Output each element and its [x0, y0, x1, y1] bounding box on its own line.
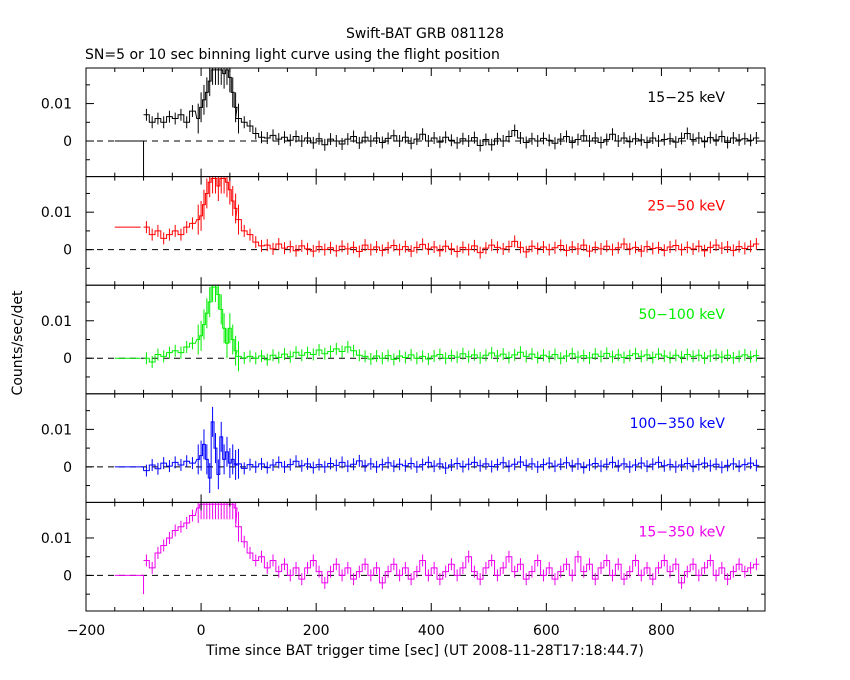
y-tick-label: 0 — [63, 134, 72, 150]
panel-frame — [85, 501, 766, 612]
x-axis-label: Time since BAT trigger time [sec] (UT 20… — [205, 643, 644, 659]
panel-1: 0 0.01 15−25 keV — [41, 67, 766, 178]
y-tick-label: 0.01 — [41, 314, 72, 330]
panel-5: 0 0.01 15−350 keV — [41, 501, 766, 612]
y-tick-label: 0 — [63, 243, 72, 259]
panel-data — [114, 285, 760, 372]
band-label: 25−50 keV — [647, 199, 725, 215]
panel-2: 0 0.01 25−50 keV — [41, 176, 766, 286]
y-tick-label: 0.01 — [41, 531, 72, 547]
pre-trigger-segment — [114, 466, 145, 471]
x-tick-label: 0 — [197, 623, 206, 639]
x-tick-label: 600 — [533, 623, 560, 639]
x-tick-label: 800 — [648, 623, 675, 639]
panels-group: 0 0.01 15−25 keV 0 0.01 25−50 keV 0 0.01 50−100 … — [41, 67, 766, 612]
pre-trigger-segment — [114, 574, 145, 595]
x-tick-label: 200 — [303, 623, 330, 639]
panel-data — [114, 176, 760, 259]
series-line — [143, 503, 760, 584]
band-label: 100−350 keV — [630, 416, 726, 432]
panel-4: 0 0.01 100−350 keV — [41, 393, 766, 503]
y-tick-label: 0 — [63, 460, 72, 476]
panel-data — [114, 406, 760, 494]
pre-trigger-segment — [114, 140, 145, 175]
chart-subtitle: SN=5 or 10 sec binning light curve using… — [85, 47, 500, 63]
y-tick-label: 0.01 — [41, 422, 72, 438]
y-tick-label: 0 — [63, 568, 72, 584]
x-axis: −200 0 200 400 600 800 — [67, 623, 675, 639]
y-axis-label: Counts/sec/det — [10, 290, 26, 395]
panel-frame — [85, 176, 766, 286]
panel-data — [114, 68, 760, 175]
panel-data — [114, 502, 760, 595]
band-label: 15−350 keV — [638, 524, 725, 540]
y-tick-label: 0 — [63, 351, 72, 367]
x-tick-label: 400 — [418, 623, 445, 639]
series-line — [143, 421, 760, 479]
band-label: 15−25 keV — [647, 90, 725, 106]
y-tick-label: 0.01 — [41, 205, 72, 221]
x-tick-label: −200 — [67, 623, 105, 639]
panel-3: 0 0.01 50−100 keV — [41, 284, 766, 395]
panel-frame — [85, 284, 766, 395]
panel-frame — [85, 393, 766, 503]
band-label: 50−100 keV — [638, 307, 725, 323]
chart-title: Swift-BAT GRB 081128 — [346, 26, 504, 42]
y-tick-label: 0.01 — [41, 97, 72, 113]
